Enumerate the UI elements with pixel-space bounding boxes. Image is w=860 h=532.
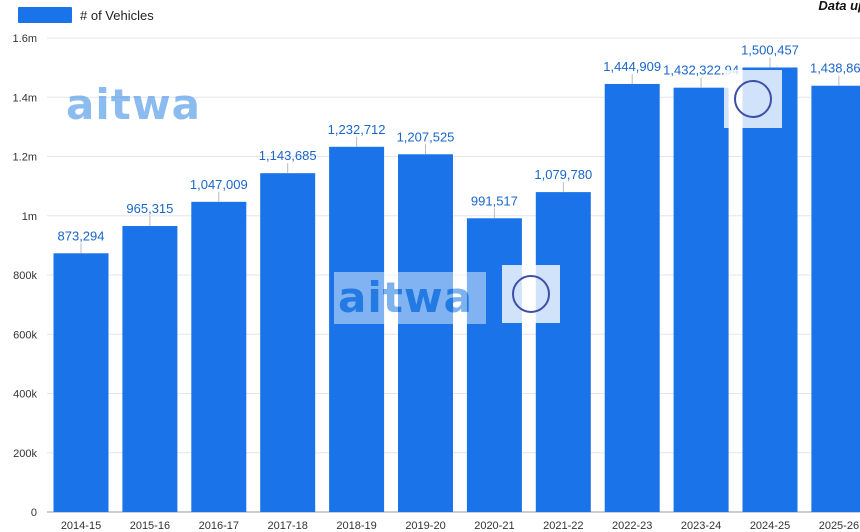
- bar: [329, 146, 385, 512]
- data-label: 873,294: [58, 228, 105, 243]
- data-label: 1,207,525: [397, 129, 455, 144]
- data-label: 991,517: [471, 193, 518, 208]
- x-tick-label: 2014-15: [61, 520, 101, 532]
- aitwa-watermark-logo: aitwa: [66, 80, 201, 129]
- aitwa-watermark-logo-center: aitwa: [334, 272, 486, 324]
- y-tick-label: 0: [31, 507, 37, 519]
- bar: [742, 67, 798, 512]
- y-axis: 0 200k 400k 600k 800k 1m 1.2m 1.4m 1.6m: [13, 33, 38, 519]
- x-tick-label: 2018-19: [336, 520, 376, 532]
- x-tick-label: 2016-17: [199, 520, 239, 532]
- data-label: 1,438,860: [810, 61, 860, 76]
- chart-legend: # of Vehicles: [18, 7, 154, 23]
- bar: [398, 154, 453, 512]
- data-label: 1,444,909: [603, 59, 661, 74]
- x-tick-label: 2020-21: [474, 520, 514, 532]
- y-tick-label: 400k: [13, 389, 37, 401]
- bar: [604, 83, 660, 512]
- y-tick-label: 1.6m: [13, 33, 37, 45]
- bars: [53, 67, 860, 513]
- y-tick-label: 800k: [13, 270, 37, 282]
- y-tick-label: 200k: [13, 448, 37, 460]
- data-label: 965,315: [126, 201, 173, 216]
- x-tick-label: 2022-23: [612, 520, 652, 532]
- x-tick-label: 2025-26: [819, 520, 859, 532]
- bar: [673, 87, 729, 513]
- y-tick-label: 1m: [22, 211, 37, 223]
- x-axis: 2014-15 2015-16 2016-17 2017-18 2018-19 2019-…: [61, 520, 859, 532]
- bar: [535, 192, 591, 512]
- y-tick-label: 1.2m: [13, 152, 37, 164]
- data-label: 1,432,322.94: [663, 63, 739, 78]
- y-tick-label: 600k: [13, 329, 37, 341]
- bar: [53, 253, 109, 512]
- data-updated-note: Data up: [818, 0, 860, 13]
- bar: [260, 173, 316, 512]
- association-seal-watermark: [502, 265, 560, 323]
- association-seal-watermark: [724, 70, 782, 128]
- x-tick-label: 2017-18: [268, 520, 308, 532]
- data-label: 1,500,457: [741, 42, 799, 57]
- y-tick-label: 1.4m: [13, 92, 37, 104]
- x-tick-label: 2019-20: [405, 520, 445, 532]
- legend-label: # of Vehicles: [80, 7, 154, 23]
- data-labels: 873,294 965,315 1,047,009 1,143,685 1,232,71…: [58, 42, 860, 254]
- data-label: 1,232,712: [328, 122, 386, 137]
- x-tick-label: 2015-16: [130, 520, 170, 532]
- bar: [191, 201, 247, 512]
- bar: [466, 218, 522, 512]
- data-label: 1,143,685: [259, 148, 317, 163]
- x-tick-label: 2021-22: [543, 520, 583, 532]
- data-label: 1,047,009: [190, 177, 248, 192]
- legend-swatch: [18, 7, 72, 23]
- bar: [811, 85, 860, 512]
- data-label: 1,079,780: [534, 167, 592, 182]
- bar: [122, 226, 178, 512]
- x-tick-label: 2023-24: [681, 520, 721, 532]
- x-tick-label: 2024-25: [750, 520, 790, 532]
